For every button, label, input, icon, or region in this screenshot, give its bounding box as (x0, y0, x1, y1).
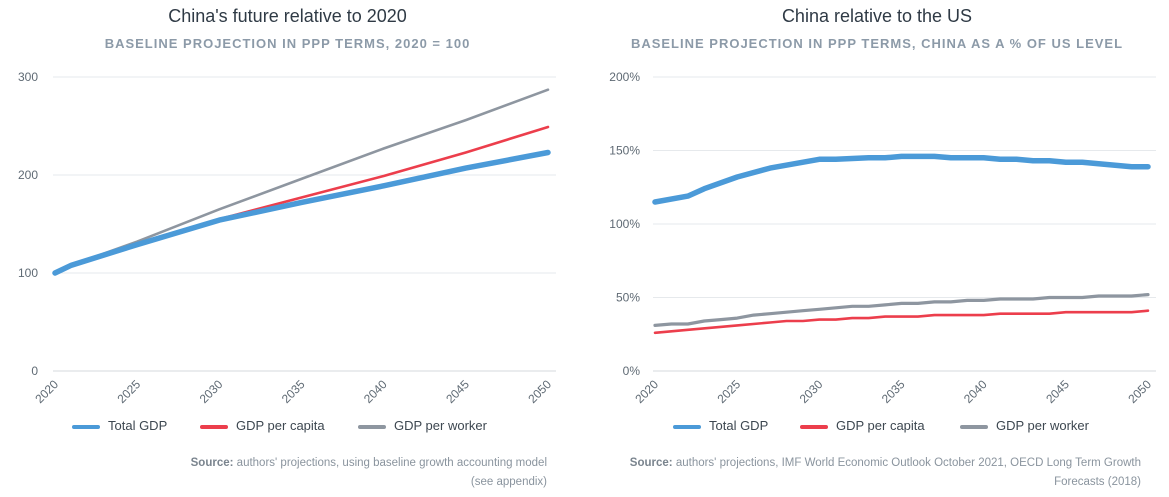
series-line-total-gdp (52, 149, 551, 276)
y-tick-label: 50% (616, 291, 640, 305)
chart-subtitle: BASELINE PROJECTION IN PPP TERMS, 2020 =… (104, 36, 471, 51)
source-text: authors' projections, using baseline gro… (236, 457, 547, 469)
x-tick-label: 2020 (632, 377, 661, 406)
legend-swatch-gdp-per-capita (800, 425, 828, 429)
legend-swatch-gdp-per-worker (960, 425, 988, 429)
legend-label: GDP per worker (394, 418, 487, 433)
chart-subtitle: BASELINE PROJECTION IN PPP TERMS, CHINA … (630, 36, 1124, 51)
source-text-continued: Forecasts (2018) (1054, 476, 1141, 488)
legend-swatch-total-gdp (72, 425, 100, 429)
source-label: Source: (629, 457, 673, 469)
chart-panel-right: China relative to the US BASELINE PROJEC… (585, 0, 1169, 497)
x-tick-label: 2020 (32, 377, 61, 406)
source-text: authors' projections, IMF World Economic… (675, 457, 1141, 469)
series-line-gdp-per-capita (653, 309, 1150, 335)
legend-swatch-total-gdp (673, 425, 701, 429)
legend-label: Total GDP (709, 418, 769, 433)
line-chart-plot: 0 100 200 300 2020 2025 2030 2035 2040 2045 2050 (18, 70, 556, 406)
chart-title: China's future relative to 2020 (168, 6, 407, 26)
x-tick-label: 2040 (361, 377, 390, 406)
x-tick-label: 2050 (525, 377, 554, 406)
y-tick-label: 150% (609, 144, 640, 158)
source-text-continued: (see appendix) (470, 476, 547, 488)
y-tick-label: 0 (31, 364, 38, 378)
legend-label: GDP per capita (236, 418, 325, 433)
source-note: Source: authors' projections, IMF World … (630, 454, 1141, 492)
x-tick-label: 2045 (443, 377, 472, 406)
chart-title: China relative to the US (781, 6, 973, 26)
y-tick-label: 200% (609, 70, 640, 84)
y-axis: 0% 50% 100% 150% 200% (609, 70, 640, 378)
chart-legend: Total GDP GDP per capita GDP per worker (673, 418, 1153, 436)
x-tick-label: 2025 (115, 377, 144, 406)
x-tick-label: 2035 (279, 377, 308, 406)
x-tick-label: 2050 (1125, 377, 1154, 406)
source-label: Source: (190, 457, 234, 469)
y-tick-label: 200 (18, 168, 38, 182)
chart-panel-left: China's future relative to 2020 BASELINE… (0, 0, 575, 497)
y-tick-label: 100% (609, 217, 640, 231)
y-tick-label: 100 (18, 266, 38, 280)
x-tick-label: 2030 (797, 377, 826, 406)
legend-label: GDP per worker (996, 418, 1089, 433)
x-tick-label: 2025 (715, 377, 744, 406)
legend-swatch-gdp-per-worker (358, 425, 386, 429)
x-tick-label: 2030 (197, 377, 226, 406)
y-tick-label: 300 (18, 70, 38, 84)
series-line-total-gdp (652, 153, 1151, 205)
series-line-gdp-per-worker (653, 293, 1150, 327)
y-tick-label: 0% (623, 364, 641, 378)
x-axis: 2020 2025 2030 2035 2040 2045 2050 (632, 377, 1154, 406)
line-chart-plot: 0% 50% 100% 150% 200% 2020 2025 2030 2035 2040 204… (609, 70, 1156, 406)
source-note: Source: authors' projections, using base… (191, 454, 547, 492)
x-tick-label: 2035 (879, 377, 908, 406)
legend-swatch-gdp-per-capita (200, 425, 228, 429)
legend-label: GDP per capita (836, 418, 925, 433)
x-tick-label: 2040 (961, 377, 990, 406)
chart-legend: Total GDP GDP per capita GDP per worker (72, 418, 552, 436)
x-axis: 2020 2025 2030 2035 2040 2045 2050 (32, 377, 554, 406)
gridlines (53, 76, 556, 372)
x-tick-label: 2045 (1043, 377, 1072, 406)
y-axis: 0 100 200 300 (18, 70, 38, 378)
legend-label: Total GDP (108, 418, 168, 433)
